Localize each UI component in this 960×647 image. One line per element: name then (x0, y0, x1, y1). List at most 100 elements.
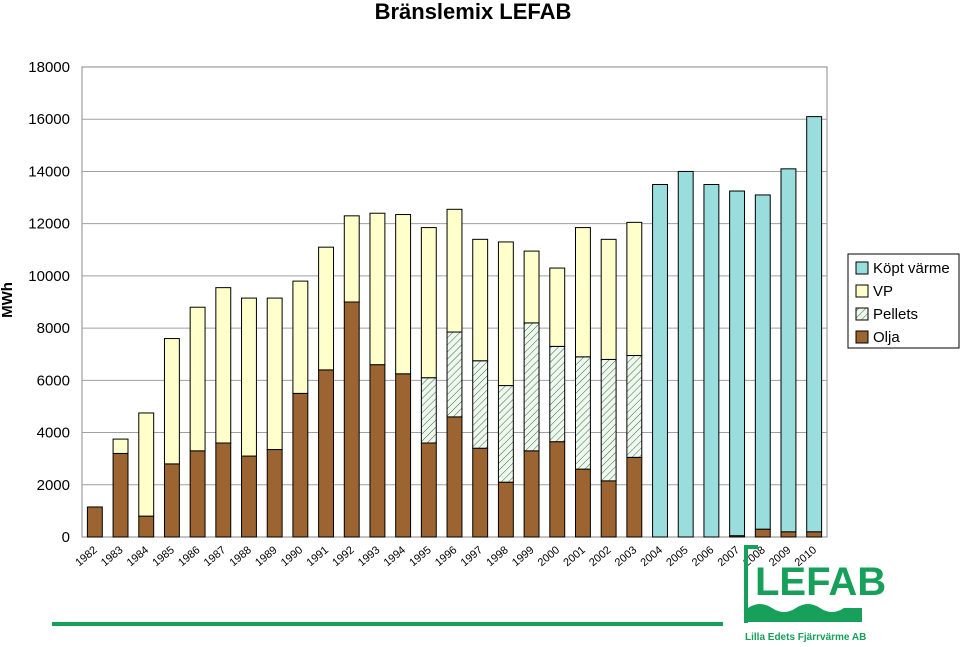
x-tick-label: 2001 (561, 544, 587, 569)
bar-segment-1989-olja (266, 449, 283, 538)
logo-chimney-cap (744, 545, 758, 549)
y-tick-label: 12000 (28, 216, 70, 233)
bar-segment-2002-pellets (600, 358, 617, 482)
bar-segment-2006-köpt-värme (703, 184, 720, 538)
x-tick-label: 2006 (690, 544, 716, 569)
legend-label: Köpt värme (873, 260, 950, 277)
bar-segment-1995-olja (420, 442, 437, 538)
y-axis-label: MWh (0, 282, 16, 318)
bar-segment-1993-olja (369, 364, 386, 538)
bar-segment-2004-köpt-värme (652, 184, 668, 538)
bar-segment-1997-vp (472, 238, 489, 362)
bar-segment-1998-pellets (497, 385, 514, 483)
bar-segment-1994-vp (395, 214, 412, 375)
bar-segment-2000-olja (549, 441, 566, 538)
bar-segment-2010-köpt-värme (806, 116, 823, 533)
y-tick-label: 6000 (37, 372, 70, 389)
y-tick-label: 18000 (28, 59, 70, 76)
bar-segment-2001-olja (574, 468, 591, 538)
bar-segment-1985-olja (163, 463, 180, 538)
bar-segment-1996-vp (446, 208, 463, 333)
lefab-logo: LEFAB Lilla Edets Fjärrvärme AB (744, 545, 886, 643)
bar-segment-2005-köpt-värme (677, 170, 694, 538)
bar-segment-1987-olja (215, 442, 232, 538)
x-tick-label: 1997 (459, 544, 485, 569)
bars (86, 116, 823, 538)
bar-segment-1996-olja (446, 416, 463, 538)
y-axis: 0 2000 4000 6000 8000 10000 12000 14000 16000 180… (28, 59, 70, 546)
x-axis: 1982 1983 1984 1985 1986 1987 1988 1989 1990 1991… (73, 544, 819, 569)
legend-swatch (855, 307, 869, 321)
x-tick-label: 1986 (176, 544, 202, 569)
x-tick-label: 2002 (587, 544, 613, 569)
bar-segment-2000-vp (549, 267, 566, 347)
y-tick-label: 10000 (28, 268, 70, 285)
y-tick-label: 16000 (28, 111, 70, 128)
x-tick-label: 2003 (613, 544, 639, 569)
logo-name: LEFAB (755, 560, 886, 604)
bar-segment-1999-vp (523, 250, 540, 324)
bar-segment-1984-vp (138, 412, 155, 517)
x-tick-label: 1999 (510, 544, 536, 569)
x-tick-label: 1985 (150, 544, 176, 569)
bar-segment-2002-vp (600, 238, 617, 360)
bar-segment-2003-pellets (626, 355, 643, 458)
bar-segment-2008-olja (754, 528, 771, 538)
bar-segment-2010-olja (806, 531, 823, 538)
bar-segment-1983-olja (112, 452, 129, 538)
legend-label: Pellets (873, 306, 918, 323)
legend: Köpt värme VP Pellets Olja (847, 253, 960, 349)
bar-segment-1989-vp (266, 297, 283, 451)
bar-segment-1992-olja (343, 301, 360, 538)
x-tick-label: 1987 (202, 544, 228, 569)
bar-segment-1992-vp (343, 215, 360, 303)
chart-title: Bränslemix LEFAB (375, 0, 572, 24)
bar-segment-2008-köpt-värme (754, 194, 771, 530)
x-tick-label: 1989 (253, 544, 279, 569)
x-tick-label: 1983 (99, 544, 125, 569)
x-tick-label: 1991 (305, 544, 331, 569)
legend-label: VP (873, 283, 893, 300)
x-tick-label: 1988 (227, 544, 253, 569)
logo-waves (748, 604, 862, 622)
bar-segment-1986-olja (189, 450, 206, 538)
bar-segment-1993-vp (369, 212, 386, 366)
x-tick-label: 1994 (382, 544, 408, 569)
bar-segment-1997-olja (472, 447, 489, 538)
x-tick-label: 1992 (330, 544, 356, 569)
x-tick-label: 2004 (638, 544, 664, 569)
bar-segment-1999-olja (523, 450, 540, 538)
y-tick-label: 14000 (28, 163, 70, 180)
bar-segment-2003-olja (626, 456, 643, 538)
bar-segment-1990-olja (292, 392, 309, 538)
bar-segment-2007-köpt-värme (729, 190, 746, 537)
bar-segment-1983-vp (112, 438, 129, 454)
x-tick-label: 1982 (73, 544, 99, 569)
bar-segment-1995-pellets (420, 377, 437, 444)
legend-label: Olja (873, 329, 900, 346)
bar-segment-2001-vp (574, 227, 591, 358)
x-tick-label: 1984 (125, 544, 151, 569)
x-tick-label: 2005 (664, 544, 690, 569)
bar-segment-1987-vp (215, 287, 232, 444)
logo-chimney (744, 545, 748, 623)
bar-segment-1988-vp (241, 297, 257, 457)
y-tick-label: 2000 (37, 477, 70, 494)
bar-segment-1985-vp (163, 338, 180, 465)
x-tick-label: 1996 (433, 544, 459, 569)
bar-segment-2009-olja (780, 531, 797, 538)
bar-segment-1982-olja (86, 506, 103, 538)
bar-segment-2000-pellets (549, 345, 566, 443)
bar-segment-2009-köpt-värme (780, 168, 797, 533)
bar-segment-2002-olja (600, 480, 617, 538)
bar-segment-1984-olja (138, 515, 155, 538)
x-tick-label: 1993 (356, 544, 382, 569)
legend-swatch (855, 284, 869, 298)
logo-subtitle: Lilla Edets Fjärrvärme AB (745, 632, 866, 643)
bar-segment-1991-vp (318, 246, 335, 371)
legend-swatch (855, 330, 869, 344)
bar-segment-2003-vp (626, 221, 643, 357)
bar-segment-1986-vp (189, 306, 206, 452)
y-tick-label: 8000 (37, 320, 70, 337)
